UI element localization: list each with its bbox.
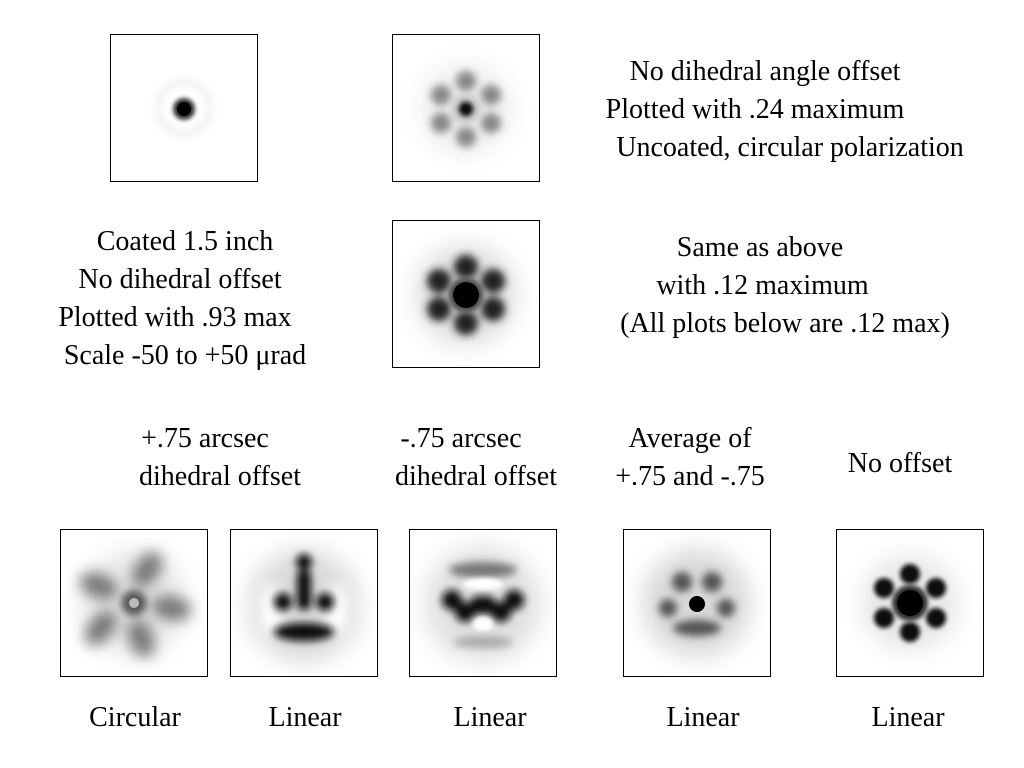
caption-linear-2: Linear bbox=[453, 702, 527, 733]
caption-circular: Circular bbox=[89, 702, 181, 733]
caption-linear-3: Linear bbox=[666, 702, 740, 733]
header-minus-offset: -.75 arcsec dihedral offset bbox=[356, 420, 596, 496]
psf-plot-minus-linear bbox=[409, 529, 557, 677]
psf-plot-uncoated-dot bbox=[110, 34, 258, 182]
header-average-line1: Average of bbox=[628, 423, 752, 454]
header-no-offset: No offset bbox=[800, 445, 1000, 483]
coated-description-line4: Scale -50 to +50 μrad bbox=[63, 340, 307, 371]
psf-plot-no-offset-linear bbox=[836, 529, 984, 677]
top-description-line2: Plotted with .24 maximum bbox=[605, 94, 905, 125]
coated-description-line1: Coated 1.5 inch bbox=[96, 226, 274, 257]
coated-description-line2: No dihedral offset bbox=[78, 264, 282, 295]
same-description-line3: (All plots below are .12 max) bbox=[620, 308, 950, 339]
coated-description: Coated 1.5 inch No dihedral offset Plott… bbox=[30, 223, 350, 375]
header-no-offset-line1: No offset bbox=[847, 448, 953, 479]
header-plus-offset-line1: +.75 arcsec bbox=[141, 423, 269, 454]
coated-description-line3: Plotted with .93 max bbox=[58, 302, 292, 333]
same-description-line2: with .12 maximum bbox=[656, 270, 869, 301]
same-description: Same as above with .12 maximum (All plot… bbox=[585, 229, 995, 343]
top-description: No dihedral angle offset Plotted with .2… bbox=[560, 53, 970, 167]
psf-plot-uncoated-024 bbox=[392, 34, 540, 182]
header-plus-offset-line2: dihedral offset bbox=[139, 461, 301, 492]
same-description-line1: Same as above bbox=[676, 232, 844, 263]
header-average: Average of +.75 and -.75 bbox=[570, 420, 810, 496]
psf-plot-plus-linear bbox=[230, 529, 378, 677]
top-description-line3: Uncoated, circular polarization bbox=[616, 132, 964, 163]
header-minus-offset-line2: dihedral offset bbox=[395, 461, 557, 492]
header-minus-offset-line1: -.75 arcsec bbox=[400, 423, 522, 454]
header-plus-offset: +.75 arcsec dihedral offset bbox=[100, 420, 340, 496]
caption-linear-4: Linear bbox=[871, 702, 945, 733]
caption-linear-1: Linear bbox=[268, 702, 342, 733]
psf-plot-plus-circular bbox=[60, 529, 208, 677]
top-description-line1: No dihedral angle offset bbox=[629, 56, 901, 87]
psf-plot-average-linear bbox=[623, 529, 771, 677]
psf-plot-coated bbox=[392, 220, 540, 368]
header-average-line2: +.75 and -.75 bbox=[615, 461, 765, 492]
